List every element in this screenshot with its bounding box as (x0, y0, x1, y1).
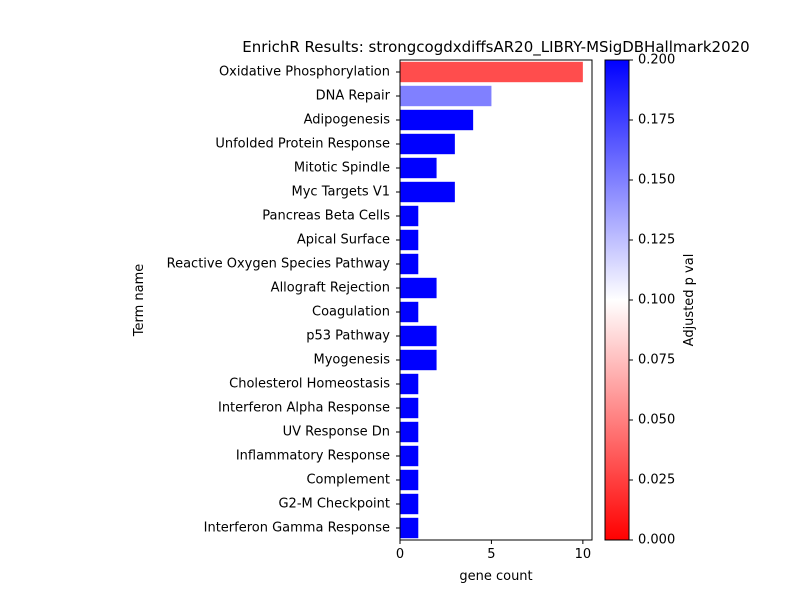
bar-7 (400, 205, 419, 227)
x-axis-ticks: 0 5 10 (396, 540, 591, 562)
bar-19 (400, 493, 419, 515)
y-tick-label-14: Cholesterol Homeostasis (229, 377, 390, 392)
bar-1 (400, 61, 583, 83)
bar-5 (400, 157, 437, 179)
y-tick-label-8: Apical Surface (297, 233, 390, 248)
y-tick-label-3: Adipogenesis (304, 113, 391, 128)
bar-4 (400, 133, 455, 155)
bar-10 (400, 277, 437, 299)
bar-17 (400, 445, 419, 467)
bar-11 (400, 301, 419, 323)
colorbar-ticks: 0.000 0.025 0.050 0.075 0.100 0.125 0.150 0.175… (629, 53, 675, 548)
chart-title: EnrichR Results: strongcogdxdiffsAR20_LI… (242, 38, 749, 57)
y-tick-label-18: Complement (306, 473, 390, 488)
x-axis-label: gene count (459, 569, 532, 584)
y-axis-label: Term name (132, 264, 147, 338)
colorbar-tick-label-6: 0.125 (638, 233, 675, 248)
y-tick-label-1: Oxidative Phosphorylation (219, 65, 390, 80)
plot-area-frame (399, 59, 593, 541)
bar-13 (400, 349, 437, 371)
y-tick-label-12: p53 Pathway (306, 329, 390, 344)
bar-16 (400, 421, 419, 443)
bar-18 (400, 469, 419, 491)
y-axis-ticks: Oxidative Phosphorylation DNA Repair Adipo… (167, 65, 400, 536)
colorbar-tick-label-1: 0.000 (638, 533, 675, 548)
y-tick-label-11: Coagulation (312, 305, 390, 320)
colorbar-tick-label-3: 0.050 (638, 413, 675, 428)
y-tick-label-16: UV Response Dn (283, 425, 390, 440)
y-tick-label-5: Mitotic Spindle (294, 161, 390, 176)
bar-12 (400, 325, 437, 347)
bar-3 (400, 109, 474, 131)
bar-8 (400, 229, 419, 251)
x-tick-label-1: 0 (396, 547, 404, 562)
y-tick-label-13: Myogenesis (313, 353, 390, 368)
bar-14 (400, 373, 419, 395)
colorbar-tick-label-4: 0.075 (638, 353, 675, 368)
bar-6 (400, 181, 455, 203)
y-tick-label-20: Interferon Gamma Response (204, 521, 390, 536)
y-tick-label-9: Reactive Oxygen Species Pathway (167, 257, 391, 272)
bars-group (400, 61, 583, 539)
bar-20 (400, 517, 419, 539)
y-tick-label-4: Unfolded Protein Response (215, 137, 390, 152)
colorbar-label: Adjusted p val (682, 254, 697, 347)
y-tick-label-10: Allograft Rejection (271, 281, 390, 296)
y-tick-label-17: Inflammatory Response (236, 449, 390, 464)
bar-9 (400, 253, 419, 275)
y-tick-label-19: G2-M Checkpoint (278, 497, 390, 512)
x-tick-label-3: 10 (575, 547, 592, 562)
colorbar-tick-label-5: 0.100 (638, 293, 675, 308)
colorbar-tick-label-9: 0.200 (638, 53, 675, 68)
bar-2 (400, 85, 492, 107)
y-tick-label-6: Myc Targets V1 (292, 185, 390, 200)
colorbar-tick-label-8: 0.175 (638, 113, 675, 128)
bar-15 (400, 397, 419, 419)
colorbar-tick-label-2: 0.025 (638, 473, 675, 488)
colorbar (604, 59, 630, 541)
x-tick-label-2: 5 (487, 547, 495, 562)
y-tick-label-2: DNA Repair (316, 89, 391, 104)
y-tick-label-15: Interferon Alpha Response (218, 401, 390, 416)
y-tick-label-7: Pancreas Beta Cells (262, 209, 390, 224)
colorbar-tick-label-7: 0.150 (638, 173, 675, 188)
